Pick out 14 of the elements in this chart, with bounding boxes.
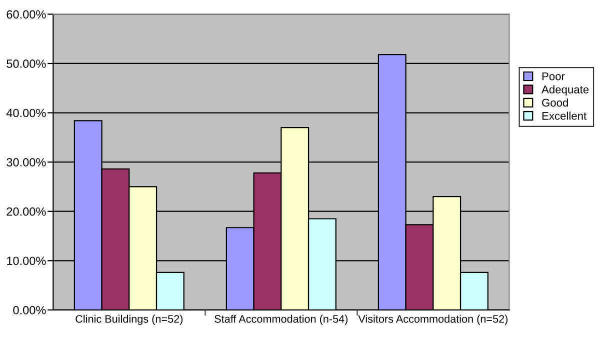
x-tick-label: Visitors Accommodation (n=52) <box>358 314 508 325</box>
y-tick-label: 20.00% <box>6 207 46 216</box>
y-tick-label: 60.00% <box>6 10 46 19</box>
x-tick-label: Staff Accommodation (n-54) <box>214 314 348 325</box>
legend-label: Adequate <box>542 85 589 96</box>
legend-label: Good <box>542 98 568 107</box>
y-tick-label: 10.00% <box>7 256 46 266</box>
y-tick-label: 0.00% <box>13 306 46 314</box>
y-tick-label: 40.00% <box>6 108 46 118</box>
x-tick-label: Clinic Buildings (n=52) <box>76 314 183 325</box>
y-tick-label: 50.00% <box>6 60 46 68</box>
legend-label: Poor <box>542 72 565 80</box>
y-tick-label: 30.00% <box>6 158 46 166</box>
legend-label: Excellent <box>542 112 587 120</box>
